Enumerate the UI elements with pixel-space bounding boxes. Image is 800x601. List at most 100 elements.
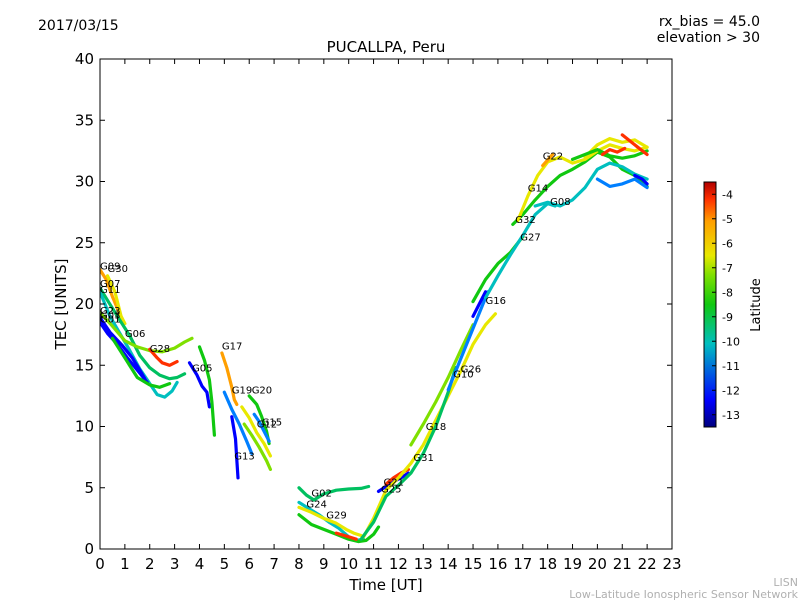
annotation-g10: G10 <box>453 370 473 381</box>
footer-org: Low-Latitude Ionospheric Sensor Network <box>569 588 798 601</box>
y-tick-label: 5 <box>84 479 94 497</box>
x-tick-label: 7 <box>269 555 279 573</box>
y-tick-label: 40 <box>75 50 94 68</box>
annotation-g12: G12 <box>257 420 277 431</box>
series-g15 <box>252 412 271 443</box>
annotation-g21: G21 <box>384 477 404 488</box>
colorbar-tick-label: -8 <box>722 286 733 299</box>
x-tick-label: 9 <box>319 555 329 573</box>
series-g05b <box>197 345 216 437</box>
x-tick-label: 22 <box>638 555 657 573</box>
x-tick-label: 11 <box>364 555 383 573</box>
annotation-g07: G07 <box>100 279 120 290</box>
annotation-g01: G01 <box>100 314 120 325</box>
y-tick-label: 30 <box>75 173 94 191</box>
series-g32 <box>511 150 649 226</box>
y-tick-label: 35 <box>75 111 94 129</box>
x-tick-label: 14 <box>439 555 458 573</box>
y-tick-label: 0 <box>84 540 94 558</box>
colorbar-tick-label: -5 <box>722 213 733 226</box>
x-axis: 0 1 2 3 4 5 6 7 8 9 10 11 12 13 14 15 16 17 18 19 20 21 22 23 <box>95 59 682 573</box>
x-tick-label: 2 <box>145 555 155 573</box>
colorbar-tick-label: -4 <box>722 188 733 201</box>
series-g28 <box>148 347 179 367</box>
annotation-g27: G27 <box>520 232 540 243</box>
series-g13 <box>230 415 240 480</box>
series-g19 <box>222 390 254 455</box>
annotation-g18: G18 <box>426 422 446 433</box>
colorbar-tick-label: -6 <box>722 237 733 250</box>
series-g22e <box>620 133 649 157</box>
series-g24b <box>297 513 381 544</box>
series-g22c <box>570 148 649 161</box>
x-tick-label: 5 <box>220 555 230 573</box>
series-g16 <box>471 290 488 318</box>
annotation-g22: G22 <box>543 151 563 162</box>
series-g19b <box>600 146 627 157</box>
x-tick-label: 1 <box>120 555 130 573</box>
annotation-g29: G29 <box>326 510 346 521</box>
x-axis-label: Time [UT] <box>348 576 422 594</box>
y-axis: 0 5 10 15 20 25 30 35 40 <box>75 50 672 558</box>
x-tick-label: 0 <box>95 555 105 573</box>
elevation-label: elevation > 30 <box>656 30 760 46</box>
annotation-g05: G05 <box>192 363 212 374</box>
x-tick-label: 6 <box>244 555 254 573</box>
series-g32b <box>633 173 649 186</box>
series-g15b <box>242 422 272 471</box>
y-tick-label: 20 <box>75 295 94 313</box>
series-g07 <box>100 286 187 381</box>
y-axis-label: TEC [UNITS] <box>52 259 70 351</box>
annotation-g14: G14 <box>528 183 548 194</box>
annotation-g16: G16 <box>486 296 506 307</box>
x-tick-label: 16 <box>488 555 507 573</box>
series-g29b <box>334 531 358 541</box>
annotation-g28: G28 <box>150 344 170 355</box>
annotation-g06: G06 <box>125 329 145 340</box>
annotation-g20: G20 <box>252 385 272 396</box>
annotation-g24: G24 <box>306 499 326 510</box>
x-tick-label: 4 <box>195 555 205 573</box>
annotation-g25: G25 <box>381 485 401 496</box>
date-label: 2017/03/15 <box>38 18 119 34</box>
x-tick-label: 8 <box>294 555 304 573</box>
annotation-g13: G13 <box>234 452 254 463</box>
series-g17 <box>220 351 239 406</box>
colorbar-tick-label: -7 <box>722 262 733 275</box>
colorbar-label: Latitude <box>749 278 764 332</box>
chart-title: PUCALLPA, Peru <box>327 38 446 56</box>
x-tick-label: 19 <box>563 555 582 573</box>
colorbar-ticks: -4 -5 -6 -7 -8 -9 -10 -11 -12 -13 <box>712 188 740 422</box>
series-g06 <box>110 336 172 389</box>
colorbar-tick-label: -9 <box>722 311 733 324</box>
x-tick-label: 3 <box>170 555 180 573</box>
annotation-g32: G32 <box>515 215 535 226</box>
annotation-g11: G11 <box>100 285 120 296</box>
colorbar-tick-label: -13 <box>722 409 740 422</box>
x-tick-label: 12 <box>389 555 408 573</box>
x-tick-label: 21 <box>613 555 632 573</box>
annotation-g30: G30 <box>108 264 128 275</box>
series-g30 <box>105 274 127 326</box>
colorbar: -4 -5 -6 -7 -8 -9 -10 -11 -12 -13 Latitude <box>703 181 764 428</box>
annotation-g19: G19 <box>232 385 252 396</box>
series-layer <box>100 133 649 544</box>
series-g10 <box>362 312 497 539</box>
series-g05 <box>187 361 211 409</box>
annotation-g09: G09 <box>100 262 120 273</box>
series-g22 <box>541 152 555 168</box>
series-g31 <box>359 366 458 541</box>
x-tick-label: 20 <box>588 555 607 573</box>
series-g22d <box>595 177 649 190</box>
x-tick-label: 23 <box>662 555 681 573</box>
annotation-g08: G08 <box>550 197 570 208</box>
annotation-g17: G17 <box>222 341 242 352</box>
series-g08 <box>533 161 649 208</box>
series-g03 <box>100 315 147 381</box>
series-g18 <box>409 323 475 447</box>
x-tick-label: 17 <box>513 555 532 573</box>
x-tick-label: 10 <box>339 555 358 573</box>
colorbar-tick-label: -12 <box>722 384 740 397</box>
x-tick-label: 18 <box>538 555 557 573</box>
